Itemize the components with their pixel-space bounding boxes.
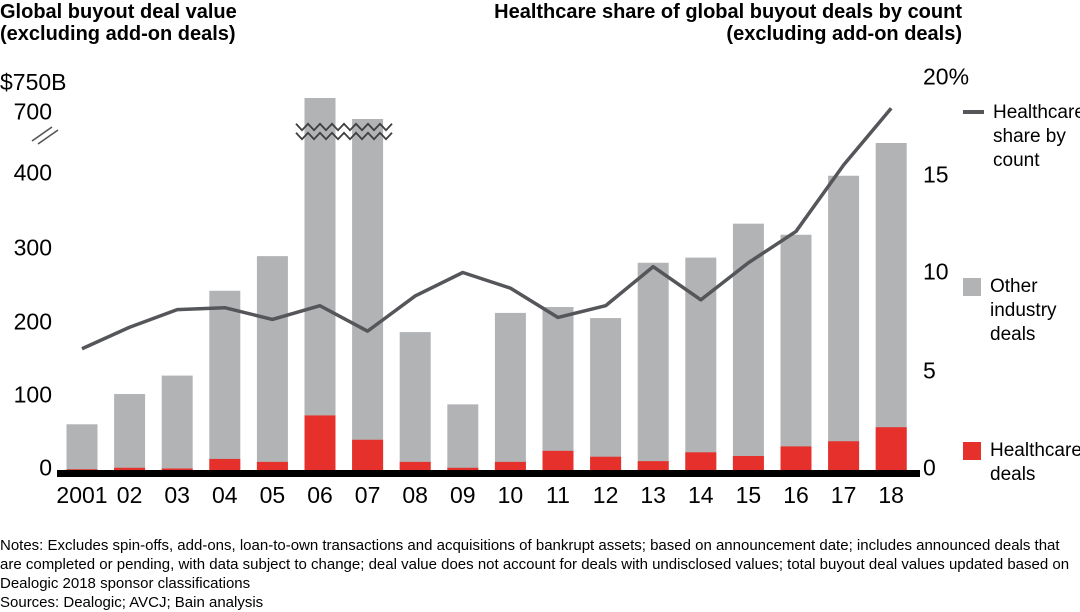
footnotes: Notes: Excludes spin-offs, add-ons, loan…: [0, 536, 1069, 612]
x-axis-label-16: 16: [783, 482, 809, 508]
bar-healthcare-segment-06: [304, 415, 336, 470]
legend-item-healthcare-share: Healthcare share by count: [963, 101, 1080, 173]
bar-healthcare-segment-13: [637, 461, 669, 470]
left-axis: 700 400 300 200 100 0: [0, 0, 52, 612]
bar-other-segment-15: [732, 223, 764, 470]
x-axis-label-17: 17: [830, 482, 857, 508]
bar-healthcare-segment-04: [209, 458, 241, 470]
notes-line-1: Notes: Excludes spin-offs, add-ons, loan…: [0, 537, 1060, 554]
bar-other-segment-18: [875, 143, 907, 470]
x-axis-line: [57, 470, 920, 477]
bar-healthcare-segment-09: [447, 467, 479, 470]
x-axis-label-14: 14: [688, 482, 714, 508]
x-axis-label-06: 06: [307, 482, 333, 508]
left-axis-tick-0: 0: [39, 454, 52, 481]
legend-item-healthcare-deals: Healthcare deals: [963, 439, 1080, 487]
x-axis-label-2001: 2001: [56, 482, 108, 508]
right-chart-title-line1: Healthcare share of global buyout deals …: [494, 1, 962, 23]
bar-healthcare-segment-2001: [66, 469, 98, 470]
bar-healthcare-segment-07: [352, 439, 384, 470]
right-chart-title-line2: (excluding add-on deals): [726, 23, 962, 45]
bar-other-segment-08: [399, 332, 431, 470]
bar-other-segment-06: [304, 98, 336, 470]
bar-healthcare-segment-03: [161, 468, 193, 470]
left-axis-tick-700: 700: [13, 98, 52, 125]
right-axis-tick-15: 15: [923, 161, 949, 188]
x-axis-label-08: 08: [402, 482, 428, 508]
x-axis-label-15: 15: [735, 482, 762, 508]
bar-healthcare-segment-15: [732, 455, 764, 470]
left-axis-tick-400: 400: [13, 159, 52, 186]
bar-other-segment-04: [209, 290, 241, 470]
bar-other-segment-05: [256, 256, 288, 470]
bar-healthcare-segment-17: [828, 441, 860, 470]
left-axis-break-slash-icon-1: [37, 129, 59, 145]
x-axis-label-10: 10: [497, 482, 524, 508]
right-axis: 20% 15 10 5 0: [923, 0, 1003, 612]
left-chart-title-line1: Global buyout deal value: [0, 1, 237, 23]
bar-other-segment-12: [590, 318, 622, 470]
x-axis-label-05: 05: [259, 482, 286, 508]
bar-other-segment-02: [114, 394, 146, 470]
x-axis-label-02: 02: [116, 482, 143, 508]
legend-label-healthcare-share: Healthcare share by count: [993, 102, 1080, 171]
sources-line: Sources: Dealogic; AVCJ; Bain analysis: [0, 594, 264, 611]
bar-healthcare-segment-05: [256, 461, 288, 470]
bar-other-segment-16: [780, 234, 812, 470]
notes-line-3: Dealogic 2018 sponsor classifications: [0, 575, 251, 592]
left-chart-title: Global buyout deal value (excluding add-…: [0, 1, 237, 45]
legend-line-swatch-icon: [963, 110, 984, 114]
right-axis-tick-10: 10: [923, 258, 949, 285]
bar-healthcare-segment-11: [542, 450, 574, 470]
bar-break-squiggle-icon-0: [295, 122, 393, 132]
x-axis-label-13: 13: [640, 482, 666, 508]
legend-gray-swatch-icon: [963, 278, 981, 296]
x-axis-label-03: 03: [164, 482, 190, 508]
bar-other-segment-07: [352, 119, 384, 470]
right-axis-tick-0: 0: [923, 454, 936, 481]
right-axis-tick-20%: 20%: [923, 63, 970, 90]
bar-healthcare-segment-08: [399, 461, 431, 470]
legend-label-healthcare-deals: Healthcare deals: [990, 440, 1080, 485]
legend-label-other-deals: Other industry deals: [990, 276, 1057, 345]
bar-other-segment-11: [542, 307, 574, 470]
bar-healthcare-segment-02: [114, 467, 146, 470]
legend-red-swatch-icon: [963, 442, 981, 460]
left-axis-unit-label: $750B: [0, 69, 67, 95]
right-chart-title: Healthcare share of global buyout deals …: [494, 1, 962, 45]
right-axis-tick-5: 5: [923, 357, 936, 384]
x-axis-label-07: 07: [354, 482, 381, 508]
healthcare-share-line: [81, 107, 893, 351]
bar-other-segment-09: [447, 404, 479, 470]
notes-line-2: are completed or pending, with data subj…: [0, 556, 1070, 573]
bar-healthcare-segment-10: [494, 461, 526, 470]
x-axis-label-18: 18: [878, 482, 904, 508]
left-axis-tick-300: 300: [13, 234, 52, 261]
left-axis-tick-200: 200: [13, 308, 52, 335]
bar-other-segment-10: [494, 312, 526, 470]
bar-healthcare-segment-12: [590, 456, 622, 470]
left-chart-title-line2: (excluding add-on deals): [0, 23, 236, 45]
bar-other-segment-13: [637, 262, 669, 470]
left-axis-tick-100: 100: [13, 381, 52, 408]
bar-other-segment-2001: [66, 424, 98, 470]
x-axis-label-12: 12: [592, 482, 619, 508]
left-axis-break-slash-icon-0: [31, 126, 53, 142]
bar-other-segment-03: [161, 375, 193, 470]
x-axis-label-11: 11: [546, 482, 570, 508]
bar-break-squiggle-icon-1: [295, 131, 393, 141]
x-axis-label-09: 09: [450, 482, 476, 508]
x-axis-label-04: 04: [212, 482, 238, 508]
legend-item-other-deals: Other industry deals: [963, 275, 1080, 347]
bar-healthcare-segment-16: [780, 446, 812, 470]
bar-other-segment-17: [828, 175, 860, 471]
bar-healthcare-segment-18: [875, 427, 907, 470]
bar-healthcare-segment-14: [685, 452, 717, 470]
